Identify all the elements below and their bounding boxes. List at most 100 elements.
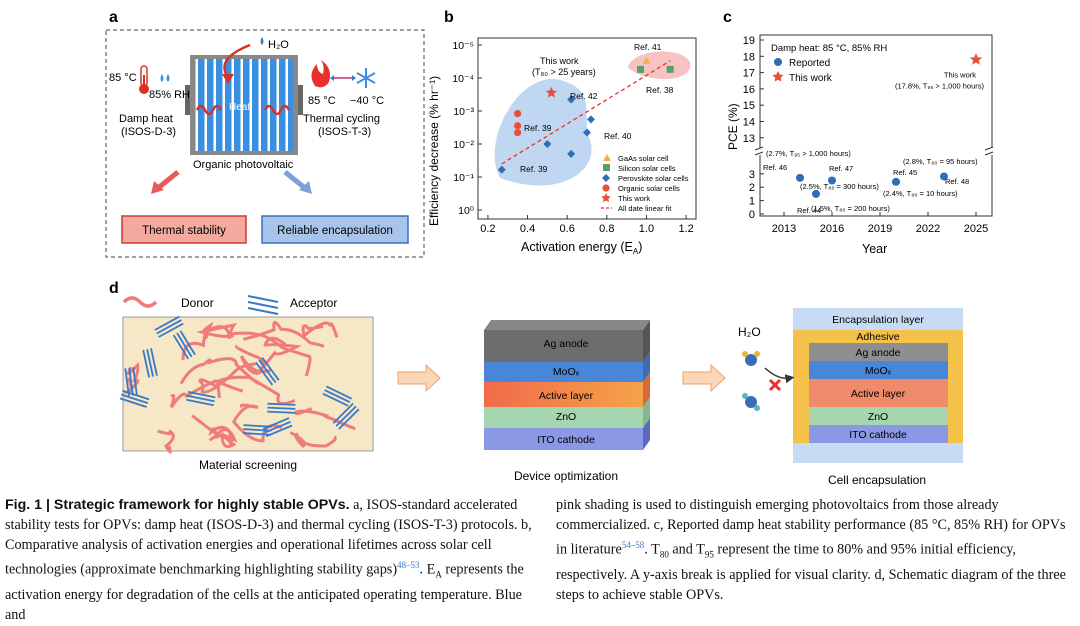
thermal-stability-box [121, 215, 247, 244]
linear-fit-line [501, 60, 671, 165]
rh-label: 85% RH [149, 89, 190, 101]
x-tick-label: 0.2 [480, 223, 495, 235]
damp-temp: 85 °C [109, 72, 137, 84]
chart-b-legend: GaAs solar cell Silicon solar cells Pero… [601, 154, 689, 213]
perovskite-point [586, 115, 595, 124]
this-work-point [969, 53, 983, 65]
stack-active: Active layer [539, 390, 594, 402]
y-tick-label: 10⁰ [458, 205, 475, 217]
acceptor-icon [247, 295, 279, 315]
stack-ito: ITO cathode [537, 434, 595, 446]
acceptor-stack [322, 392, 349, 407]
citation-link[interactable]: 48–53 [397, 560, 420, 570]
hot-temp: 85 °C [308, 95, 336, 107]
legend-this-work: This work [618, 194, 650, 203]
acceptor-stack [267, 410, 296, 414]
x-tick-label: 1.0 [639, 223, 654, 235]
y-tick-label: 13 [743, 133, 755, 145]
axis-break-right [984, 146, 994, 156]
organic-point [514, 122, 522, 130]
acceptor-stack [150, 348, 158, 376]
thermal-cycling-std: (ISOS-T-3) [318, 126, 371, 138]
acceptor-stack [326, 385, 353, 400]
chart-c-title: Damp heat: 85 °C, 85% RH [771, 43, 887, 54]
encap-moox: MoOₓ [865, 365, 892, 377]
encap-zno: ZnO [868, 411, 888, 423]
this-work-label: This work [540, 56, 579, 66]
y-tick-label: 14 [743, 117, 755, 129]
chart-c-frame [759, 34, 993, 217]
y-tick-label: 10⁻² [453, 139, 474, 151]
acceptor-stack [132, 367, 138, 396]
y-tick-label: 16 [743, 84, 755, 96]
encapsulation-box [261, 215, 409, 244]
chart-b-axes: 0.2 0.4 0.6 0.8 1.0 1.2 10⁻⁵ 10⁻⁴ 10⁻³ 10⁻² 10⁻¹ 10… [452, 40, 693, 235]
acceptor-stack [187, 390, 216, 399]
reported-point [892, 177, 900, 186]
citation-link[interactable]: 54–58 [621, 540, 645, 550]
y-tick-label: 17 [743, 68, 755, 80]
this-work-t80: (T₈₀ > 25 years) [532, 67, 596, 77]
reference-label: Ref. 48 [945, 177, 969, 186]
heat-label: Heat [229, 102, 250, 113]
axis-break-mask [756, 148, 766, 155]
reference-label: Ref. 44 [797, 206, 821, 215]
heat-wave-left [195, 104, 223, 116]
acceptor-stack [172, 334, 189, 360]
y-tick-label: 10⁻⁵ [452, 40, 474, 52]
reported-point [796, 173, 804, 182]
donor-chain [181, 321, 216, 360]
acceptor-stack [186, 398, 214, 407]
figure-canvas: a Heat H₂O 85 °C 85% RH Damp heat (ISOS-… [105, 9, 994, 487]
point-annotation: (2.7%, T₉₅ > 1,000 hours) [766, 149, 851, 158]
chart-b-frame [477, 37, 697, 220]
opv-label: Organic photovoltaic [193, 159, 294, 171]
point-annotation: (1.5%, T₈₀ = 200 hours) [811, 204, 890, 213]
y-tick-label: 0 [749, 209, 755, 221]
thermometer-icon [139, 65, 149, 94]
x-tick-label: 0.6 [560, 223, 575, 235]
reported-point [940, 172, 948, 181]
water-drop-icon [260, 37, 264, 45]
screening-label: Material screening [199, 458, 297, 472]
acceptor-stack [261, 357, 280, 381]
encapsulated-cell [793, 308, 963, 463]
encapsulation-title: Cell encapsulation [828, 473, 926, 487]
acceptor-stack [335, 405, 357, 427]
water-blocked-arrow [764, 367, 795, 384]
caption-right: pink shading is used to distinguish emer… [556, 497, 1066, 603]
humidity-drops-icon [160, 74, 170, 82]
perovskite-point [497, 165, 506, 174]
donor-chain [179, 357, 261, 385]
encap-ag: Ag anode [856, 347, 901, 359]
y-tick-label: 15 [743, 100, 755, 112]
acceptor-stack [142, 349, 150, 378]
donor-legend: Donor [181, 296, 214, 310]
panel-label-c: c [723, 9, 732, 26]
x-tick-label: 2016 [820, 223, 844, 235]
reference-label: Ref. 40 [604, 131, 632, 141]
organic-point [514, 110, 522, 118]
donor-chain [198, 362, 256, 394]
acceptor-stack [243, 432, 272, 436]
chart-b-xlabel: Activation energy (EA) [521, 240, 642, 256]
reported-point [812, 189, 820, 198]
encap-layer: Encapsulation layer [832, 314, 924, 326]
reference-label: Ref. 38 [646, 85, 674, 95]
acceptor-stack [324, 389, 351, 404]
blend-morphology [119, 315, 360, 454]
stack-moox: MoOₓ [553, 366, 580, 378]
x-tick-label: 1.2 [678, 223, 693, 235]
point-annotation: (2.5%, T₈₀ = 300 hours) [800, 182, 879, 191]
acceptor-stack [267, 402, 296, 406]
y-tick-label: 18 [743, 51, 755, 63]
chart-c-ylabel: PCE (%) [726, 103, 740, 150]
arrow-to-encapsulation [299, 181, 312, 194]
donor-chain [157, 429, 175, 454]
flame-icon [311, 60, 330, 88]
acceptor-stack [179, 330, 196, 356]
encap-active: Active layer [851, 388, 906, 400]
reference-label: Ref. 47 [829, 164, 853, 173]
acceptor-stack [146, 349, 154, 377]
x-tick-label: 2013 [772, 223, 796, 235]
